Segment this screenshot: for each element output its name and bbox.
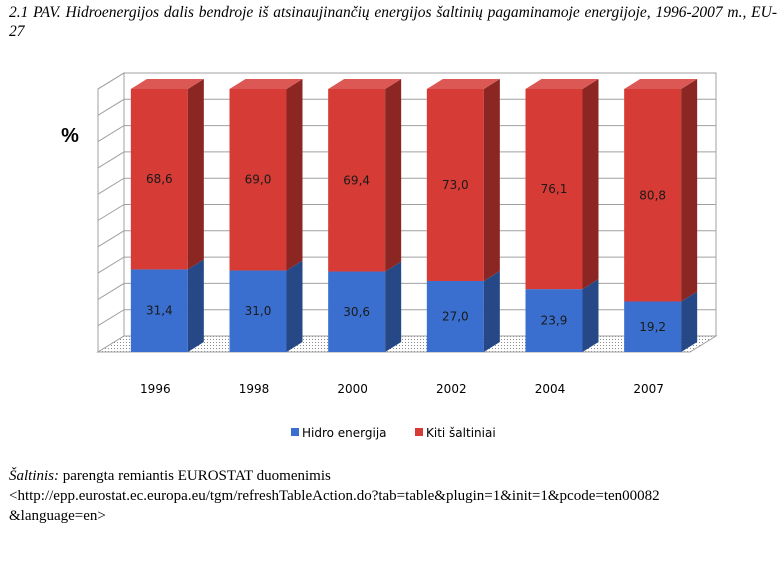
source-label: Šaltinis: <box>9 468 60 484</box>
bar-value-label: 69,4 <box>343 173 370 187</box>
bar-segment <box>525 279 599 352</box>
bar-segment <box>426 270 500 352</box>
bar-side <box>187 259 204 352</box>
bar-top <box>130 79 204 89</box>
bar-top <box>525 79 599 89</box>
bar-front <box>229 270 287 352</box>
bar-segment <box>229 260 303 352</box>
bar-front <box>130 269 188 352</box>
bar-value-label: 73,0 <box>442 178 469 192</box>
bar-side <box>286 79 303 271</box>
bar-segment <box>525 79 599 290</box>
bar-front <box>525 89 583 290</box>
gridlines <box>97 72 716 327</box>
bar-top <box>328 79 402 89</box>
figure-caption: 2.1 PAV. Hidroenergijos dalis bendroje i… <box>9 4 777 40</box>
bar-top <box>624 79 698 89</box>
legend-label: Hidro energija <box>302 426 387 440</box>
x-tick-label: 1996 <box>140 382 171 396</box>
bar-top <box>426 79 500 89</box>
gridline <box>97 98 716 116</box>
bar-front <box>624 301 682 352</box>
source-url-line-1: <http://epp.eurostat.ec.europa.eu/tgm/re… <box>9 488 660 504</box>
gridline <box>97 177 716 195</box>
source-text: parengta remiantis EUROSTAT duomenimis <box>59 468 331 484</box>
bar-front <box>426 280 484 352</box>
bar-front <box>426 89 484 281</box>
bar-value-label: 23,9 <box>541 314 568 328</box>
bar-value-label: 80,8 <box>639 188 666 202</box>
gridline <box>97 151 716 169</box>
bar-front <box>328 89 386 272</box>
bar-side <box>483 270 500 352</box>
bar-value-label: 68,6 <box>146 172 173 186</box>
bar-value-label: 31,4 <box>146 304 173 318</box>
bar-side <box>385 261 402 352</box>
gridline <box>97 282 716 300</box>
bar-value-label: 19,2 <box>639 320 666 334</box>
bar-front <box>624 89 682 302</box>
bar-front <box>130 89 188 270</box>
source-note: Šaltinis: parengta remiantis EUROSTAT du… <box>9 466 781 526</box>
legend-swatch <box>291 428 299 436</box>
bar-side <box>582 279 599 352</box>
source-url-line-2: &language=en> <box>9 508 106 524</box>
bar-front <box>525 289 583 352</box>
bar-segment <box>130 79 204 270</box>
bar-segment <box>229 79 303 271</box>
x-tick-label: 2007 <box>633 382 664 396</box>
bar-side <box>385 79 402 272</box>
bar-side <box>286 260 303 352</box>
gridline <box>97 72 716 90</box>
gridline <box>97 256 716 274</box>
bar-side <box>582 79 599 290</box>
legend: Hidro energija Kiti šaltiniai <box>291 426 496 440</box>
bar-value-label: 30,6 <box>343 305 370 319</box>
gridline <box>97 204 716 221</box>
bar-segment <box>624 79 698 302</box>
bar-labels: 31,4 68,6 31,0 69,0 30,6 69,4 27,0 73,0 23,9 76,1… <box>146 172 666 334</box>
legend-label: Kiti šaltiniai <box>426 426 496 440</box>
x-tick-label: 2004 <box>535 382 566 396</box>
x-tick-label: 1998 <box>239 382 270 396</box>
bar-segment <box>426 79 500 281</box>
bar-segment <box>130 259 204 352</box>
bar-segment <box>328 261 402 352</box>
bar-side <box>483 79 500 281</box>
bar-front <box>229 89 287 271</box>
gridline <box>97 230 716 248</box>
legend-swatch <box>415 428 423 436</box>
bar-value-label: 31,0 <box>245 304 272 318</box>
bar-value-label: 69,0 <box>245 173 272 187</box>
y-axis-unit-label: % <box>61 125 79 147</box>
bar-side <box>681 79 698 302</box>
bar-side <box>681 291 698 352</box>
bar-top <box>229 79 303 89</box>
bar-side <box>187 79 204 270</box>
bar-value-label: 27,0 <box>442 309 469 323</box>
bars <box>130 79 698 352</box>
bar-segment <box>328 79 402 272</box>
x-axis-ticks: 1996 1998 2000 2002 2004 2007 <box>140 382 664 396</box>
gridline <box>97 309 716 327</box>
bar-segment <box>624 291 698 352</box>
gridline <box>97 125 716 143</box>
x-tick-label: 2000 <box>337 382 368 396</box>
bar-front <box>328 271 386 352</box>
bar-value-label: 76,1 <box>541 182 568 196</box>
x-tick-label: 2002 <box>436 382 467 396</box>
